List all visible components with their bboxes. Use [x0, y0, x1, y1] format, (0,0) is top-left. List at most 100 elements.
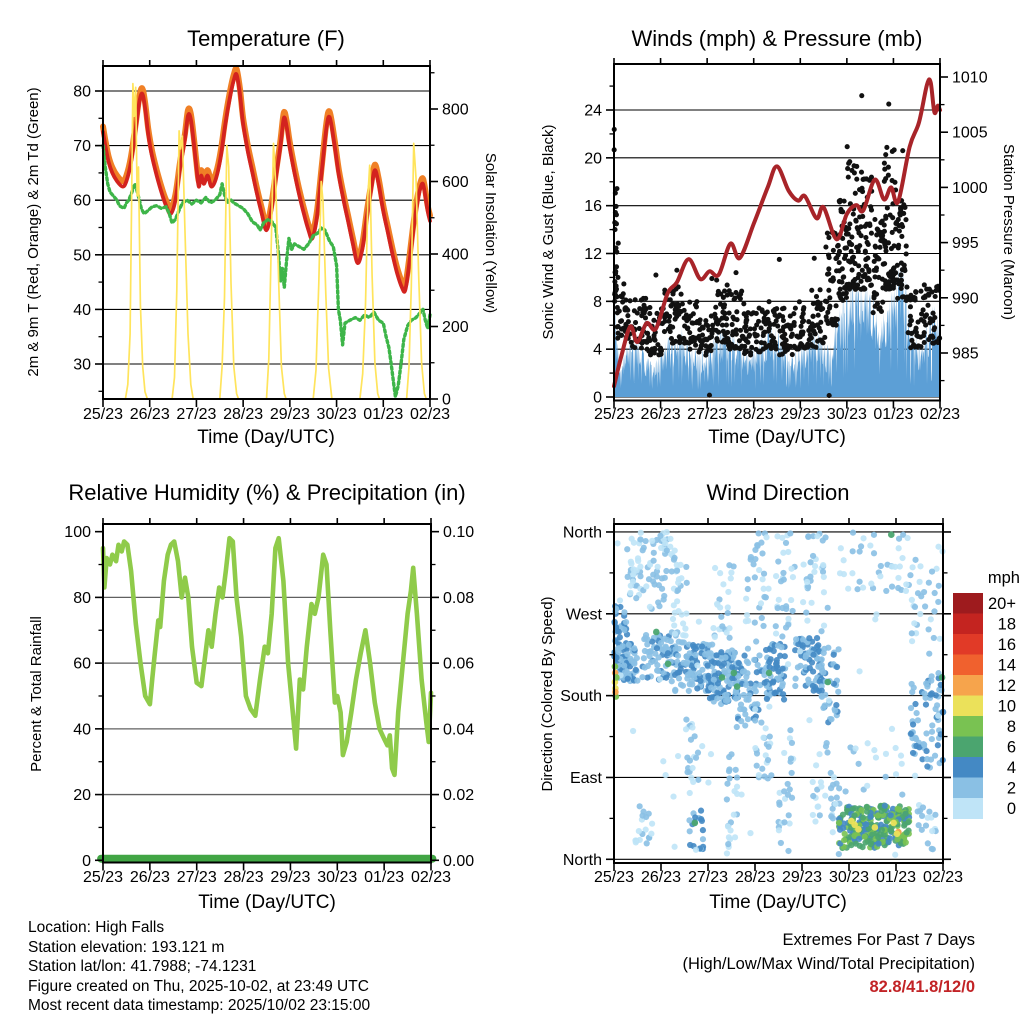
svg-text:800: 800 [442, 102, 469, 119]
pressure-y-right-label: Station Pressure (Maroon) [1000, 144, 1017, 320]
svg-text:0: 0 [593, 390, 602, 407]
station-elevation: Station elevation: 193.121 m [28, 938, 225, 956]
svg-text:27/23: 27/23 [687, 406, 727, 423]
station-info: Location: High Falls Station elevation: … [28, 918, 370, 1016]
svg-text:0: 0 [442, 392, 451, 409]
svg-text:02/23: 02/23 [923, 869, 963, 886]
svg-text:60: 60 [73, 193, 91, 210]
svg-text:25/23: 25/23 [594, 869, 634, 886]
svg-text:North: North [563, 524, 602, 541]
svg-text:29/23: 29/23 [780, 406, 820, 423]
svg-text:30/23: 30/23 [317, 869, 357, 886]
svg-text:25/23: 25/23 [594, 406, 634, 423]
svg-text:24: 24 [584, 103, 602, 120]
svg-text:80: 80 [73, 84, 91, 101]
svg-text:600: 600 [442, 174, 469, 191]
svg-text:26/23: 26/23 [641, 869, 681, 886]
svg-text:2: 2 [1007, 779, 1016, 797]
recent-data-timestamp: Most recent data timestamp: 2025/10/02 2… [28, 997, 371, 1015]
svg-text:27/23: 27/23 [177, 869, 217, 886]
station-location: Location: High Falls [28, 919, 165, 936]
svg-text:8: 8 [1007, 718, 1016, 736]
svg-text:01/23: 01/23 [364, 869, 404, 886]
svg-text:40: 40 [73, 302, 91, 319]
temperature-y-left-label: 2m & 9m T (Red, Orange) & 2m Td (Green) [25, 87, 42, 377]
svg-text:0: 0 [82, 853, 91, 870]
winds-pressure-title: Winds (mph) & Pressure (mb) [631, 26, 923, 51]
svg-text:28/23: 28/23 [735, 869, 775, 886]
svg-text:25/23: 25/23 [83, 869, 123, 886]
svg-text:02/23: 02/23 [411, 869, 451, 886]
svg-text:12: 12 [998, 677, 1016, 695]
svg-text:01/23: 01/23 [876, 869, 916, 886]
svg-text:990: 990 [952, 290, 979, 307]
svg-text:6: 6 [1007, 738, 1016, 756]
svg-text:East: East [570, 770, 603, 787]
svg-text:02/23: 02/23 [410, 406, 450, 423]
svg-text:8: 8 [593, 294, 602, 311]
svg-text:40: 40 [73, 721, 91, 738]
temperature-x-label: Time (Day/UTC) [197, 427, 335, 448]
wind-y-left-label: Sonic Wind & Gust (Blue, Black) [540, 124, 557, 340]
svg-text:0: 0 [1007, 800, 1016, 818]
svg-text:29/23: 29/23 [270, 406, 310, 423]
svg-text:12: 12 [584, 246, 602, 263]
svg-text:0.04: 0.04 [443, 721, 474, 738]
svg-text:0.08: 0.08 [443, 590, 474, 607]
svg-text:14: 14 [998, 656, 1016, 674]
svg-text:18: 18 [998, 615, 1016, 633]
direction-y-left-label: Direction (Colored By Speed) [539, 596, 556, 792]
extremes-heading: Extremes For Past 7 Days [782, 931, 975, 949]
svg-text:30/23: 30/23 [827, 406, 867, 423]
temperature-title: Temperature (F) [187, 26, 345, 51]
svg-text:50: 50 [73, 247, 91, 264]
wind-direction-title: Wind Direction [706, 480, 850, 505]
svg-text:200: 200 [442, 319, 469, 336]
svg-text:70: 70 [73, 138, 91, 155]
svg-text:30: 30 [73, 357, 91, 374]
humidity-precip-title: Relative Humidity (%) & Precipitation (i… [68, 480, 466, 505]
svg-text:27/23: 27/23 [176, 406, 216, 423]
winds-x-label: Time (Day/UTC) [708, 427, 846, 448]
colorbar-unit-label: mph [987, 569, 1020, 587]
svg-text:0.00: 0.00 [443, 853, 474, 870]
svg-text:20: 20 [584, 150, 602, 167]
svg-text:0.06: 0.06 [443, 656, 474, 673]
svg-text:4: 4 [593, 342, 602, 359]
svg-text:985: 985 [952, 346, 979, 363]
svg-text:16: 16 [584, 198, 602, 215]
svg-text:West: West [566, 606, 603, 623]
svg-text:29/23: 29/23 [782, 869, 822, 886]
svg-text:0.02: 0.02 [443, 787, 474, 804]
temperature-y-right-label: Solar Insolation (Yellow) [482, 152, 499, 314]
svg-text:20: 20 [73, 787, 91, 804]
svg-text:0.10: 0.10 [443, 524, 474, 541]
svg-text:28/23: 28/23 [223, 406, 263, 423]
figure-created: Figure created on Thu, 2025-10-02, at 23… [28, 977, 369, 995]
svg-text:100: 100 [64, 524, 91, 541]
svg-text:4: 4 [1007, 759, 1016, 777]
svg-text:1000: 1000 [952, 180, 988, 197]
svg-text:01/23: 01/23 [873, 406, 913, 423]
svg-text:25/23: 25/23 [83, 406, 123, 423]
svg-text:01/23: 01/23 [363, 406, 403, 423]
svg-text:28/23: 28/23 [224, 869, 264, 886]
extremes-values: 82.8/41.8/12/0 [869, 978, 975, 996]
svg-text:60: 60 [73, 656, 91, 673]
extremes-block: Extremes For Past 7 Days (High/Low/Max W… [515, 929, 975, 1000]
svg-text:26/23: 26/23 [130, 869, 170, 886]
svg-text:26/23: 26/23 [641, 406, 681, 423]
svg-text:995: 995 [952, 235, 979, 252]
station-latlon: Station lat/lon: 41.7988; -74.1231 [28, 958, 257, 976]
svg-text:1005: 1005 [952, 125, 988, 142]
svg-text:400: 400 [442, 247, 469, 264]
svg-text:29/23: 29/23 [270, 869, 310, 886]
extremes-subheading: (High/Low/Max Wind/Total Precipitation) [682, 954, 975, 973]
svg-text:1010: 1010 [952, 70, 988, 87]
svg-text:80: 80 [73, 590, 91, 607]
svg-text:South: South [560, 688, 602, 705]
svg-text:28/23: 28/23 [734, 406, 774, 423]
humidity-x-label: Time (Day/UTC) [198, 892, 336, 913]
humidity-y-left-label: Percent & Total Rainfall [28, 616, 45, 772]
